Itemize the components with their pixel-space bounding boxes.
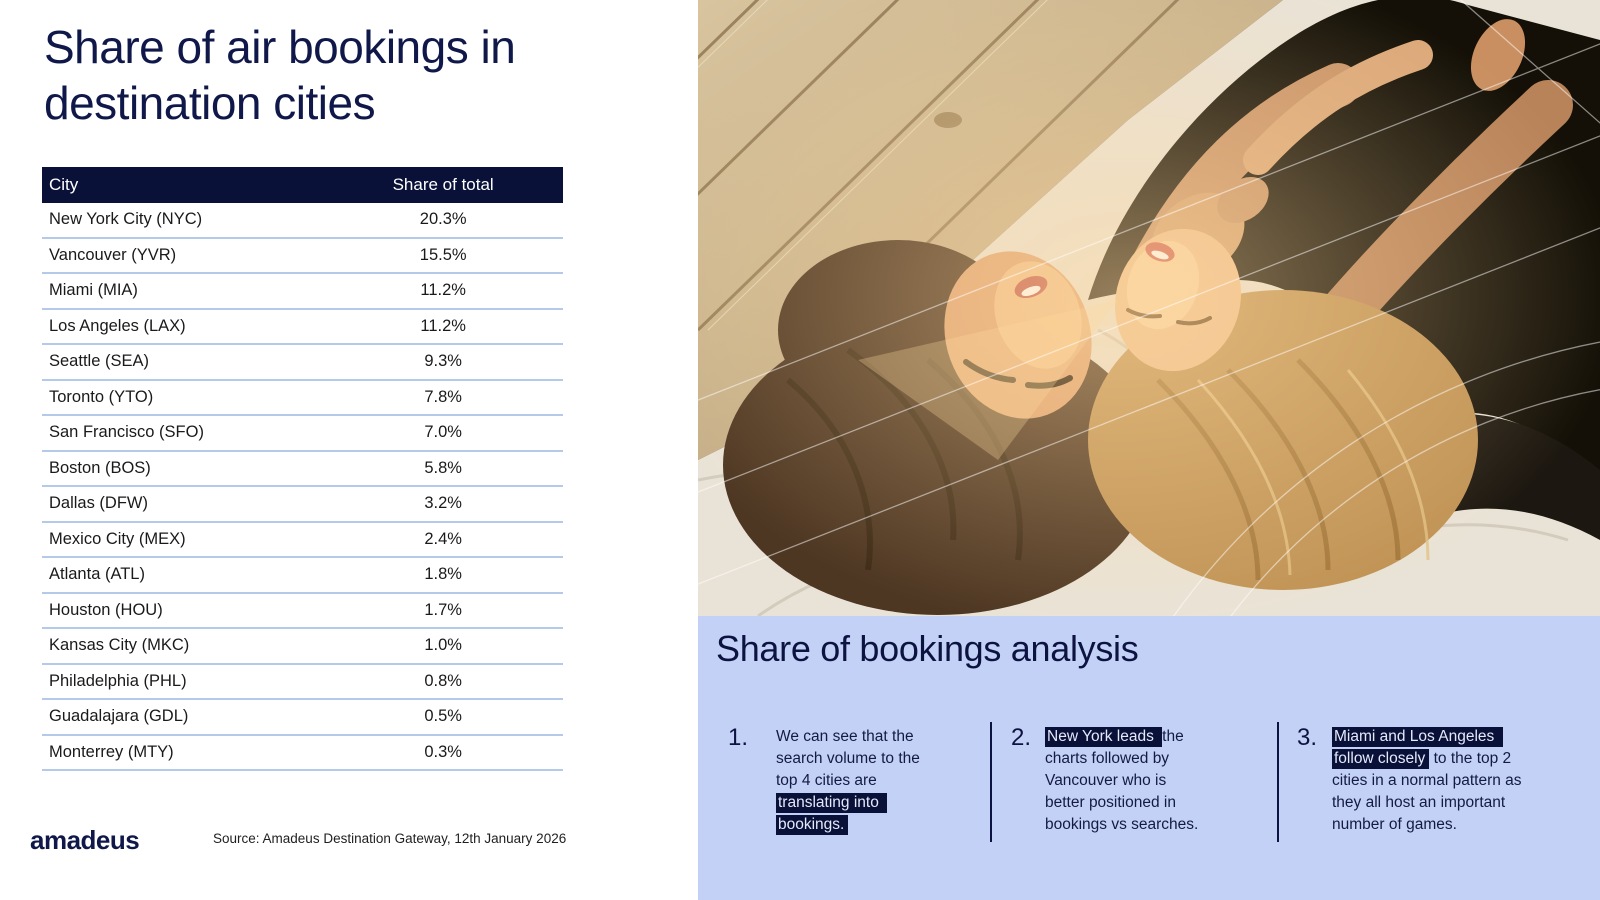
city-cell: Houston (HOU) xyxy=(42,594,324,629)
city-cell: Kansas City (MKC) xyxy=(42,629,324,665)
city-cell: Miami (MIA) xyxy=(42,274,324,310)
table-row: Kansas City (MKC) 1.0% xyxy=(42,629,563,665)
share-cell: 7.0% xyxy=(323,416,563,452)
share-cell: 3.2% xyxy=(323,487,563,523)
plain-text: they all host an important xyxy=(1332,794,1506,811)
city-cell: Dallas (DFW) xyxy=(42,487,324,523)
table-row: Monterrey (MTY) 0.3% xyxy=(42,736,563,771)
divider-2 xyxy=(1277,722,1279,842)
table-row: Mexico City (MEX) 2.4% xyxy=(42,523,563,558)
item-number: 1. xyxy=(728,724,749,751)
plain-text: charts followed by xyxy=(1045,750,1170,767)
highlighted-text: follow closely xyxy=(1332,749,1430,769)
analysis-heading: Share of bookings analysis xyxy=(716,628,1139,669)
share-cell: 15.5% xyxy=(323,239,563,274)
city-cell: Atlanta (ATL) xyxy=(42,558,324,594)
plain-text: top 4 cities are xyxy=(776,772,877,789)
share-cell: 1.0% xyxy=(323,629,563,665)
plain-text: to the top 2 xyxy=(1429,750,1512,767)
analysis-item-2: 2. New York leads the charts followed by Va… xyxy=(1011,726,1198,836)
column-header-share: Share of total xyxy=(323,167,563,203)
share-cell: 7.8% xyxy=(323,381,563,416)
table-row: Vancouver (YVR) 15.5% xyxy=(42,239,563,274)
share-cell: 1.8% xyxy=(323,558,563,594)
plain-text: number of games. xyxy=(1332,816,1457,833)
highlighted-text: New York leads xyxy=(1045,727,1163,747)
page-title: Share of air bookings in destination cit… xyxy=(44,21,516,129)
plain-text: better positioned in xyxy=(1045,794,1176,811)
share-cell: 11.2% xyxy=(323,310,563,345)
item-text: We can see that the search volume to the t… xyxy=(776,726,920,836)
item-text: Miami and Los Angeles follow closely to … xyxy=(1332,726,1522,836)
table-header-row: City Share of total xyxy=(42,167,563,203)
highlighted-text: Miami and Los Angeles xyxy=(1332,727,1503,747)
table-row: Los Angeles (LAX) 11.2% xyxy=(42,310,563,345)
table-row: New York City (NYC) 20.3% xyxy=(42,203,563,239)
city-cell: Boston (BOS) xyxy=(42,452,324,487)
highlighted-text: translating into xyxy=(776,793,888,813)
column-header-city: City xyxy=(42,167,324,203)
plain-text: Vancouver who is xyxy=(1045,772,1167,789)
highlighted-text: bookings. xyxy=(776,815,849,835)
table-row: Guadalajara (GDL) 0.5% xyxy=(42,700,563,736)
table-row: Miami (MIA) 11.2% xyxy=(42,274,563,310)
share-cell: 20.3% xyxy=(323,203,563,239)
city-cell: Los Angeles (LAX) xyxy=(42,310,324,345)
share-cell: 11.2% xyxy=(323,274,563,310)
city-cell: Guadalajara (GDL) xyxy=(42,700,324,736)
analysis-item-1: 1. We can see that the search volume to th… xyxy=(728,726,920,836)
city-cell: Toronto (YTO) xyxy=(42,381,324,416)
city-cell: Vancouver (YVR) xyxy=(42,239,324,274)
city-cell: Mexico City (MEX) xyxy=(42,523,324,558)
item-number: 3. xyxy=(1297,724,1318,751)
analysis-panel: Share of bookings analysis 1. We can see … xyxy=(698,616,1600,900)
table-row: Boston (BOS) 5.8% xyxy=(42,452,563,487)
divider-1 xyxy=(990,722,992,842)
hero-photo-illustration xyxy=(698,0,1600,616)
share-cell: 0.5% xyxy=(323,700,563,736)
bookings-table: City Share of total New York City (NYC) 2… xyxy=(42,167,563,771)
plain-text: search volume to the xyxy=(776,750,920,767)
city-cell: San Francisco (SFO) xyxy=(42,416,324,452)
share-cell: 0.8% xyxy=(323,665,563,700)
item-number: 2. xyxy=(1011,724,1032,751)
city-cell: Philadelphia (PHL) xyxy=(42,665,324,700)
table-row: Dallas (DFW) 3.2% xyxy=(42,487,563,523)
item-text: New York leads the charts followed by Vanc… xyxy=(1045,726,1198,836)
plain-text: bookings vs searches. xyxy=(1045,816,1199,833)
source-note: Source: Amadeus Destination Gateway, 12t… xyxy=(213,831,567,846)
city-cell: Seattle (SEA) xyxy=(42,345,324,381)
city-cell: New York City (NYC) xyxy=(42,203,324,239)
watermark-lines xyxy=(698,0,1600,616)
table-row: Atlanta (ATL) 1.8% xyxy=(42,558,563,594)
hero-photo xyxy=(698,0,1600,616)
city-cell: Monterrey (MTY) xyxy=(42,736,324,771)
plain-text: We can see that the xyxy=(776,728,914,745)
share-cell: 0.3% xyxy=(323,736,563,771)
table-row: Philadelphia (PHL) 0.8% xyxy=(42,665,563,700)
share-cell: 5.8% xyxy=(323,452,563,487)
table-row: Toronto (YTO) 7.8% xyxy=(42,381,563,416)
plain-text: the xyxy=(1162,728,1184,745)
share-cell: 1.7% xyxy=(323,594,563,629)
plain-text: cities in a normal pattern as xyxy=(1332,772,1522,789)
analysis-item-3: 3. Miami and Los Angeles follow closely t… xyxy=(1297,726,1522,836)
amadeus-logo: amadeus xyxy=(30,825,140,855)
table-row: San Francisco (SFO) 7.0% xyxy=(42,416,563,452)
share-cell: 9.3% xyxy=(323,345,563,381)
table-row: Houston (HOU) 1.7% xyxy=(42,594,563,629)
table-row: Seattle (SEA) 9.3% xyxy=(42,345,563,381)
share-cell: 2.4% xyxy=(323,523,563,558)
